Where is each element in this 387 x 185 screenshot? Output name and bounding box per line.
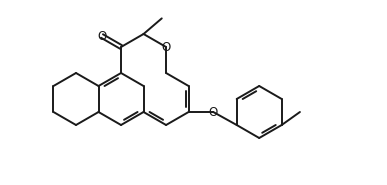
Text: O: O xyxy=(98,29,106,43)
Text: O: O xyxy=(161,41,171,53)
Text: O: O xyxy=(209,105,218,119)
